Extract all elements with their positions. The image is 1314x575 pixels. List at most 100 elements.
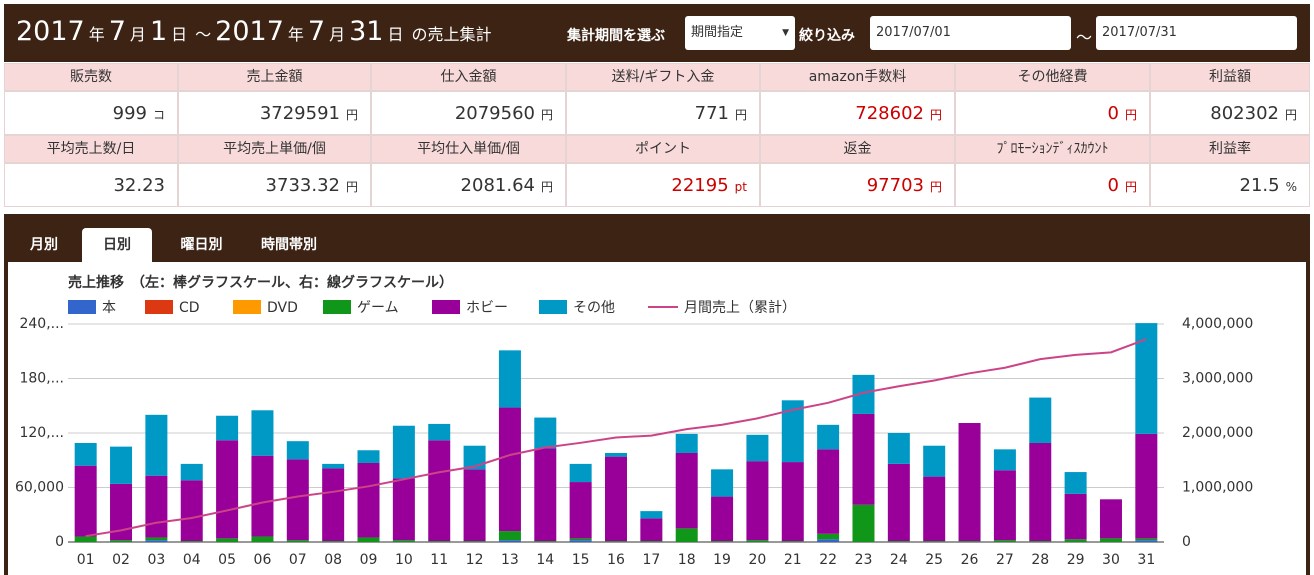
- bar-segment: [322, 463, 345, 469]
- period-select[interactable]: 期間指定 ▼: [685, 16, 795, 50]
- legend-label: DVD: [267, 300, 298, 316]
- x-tick-label: 08: [324, 552, 342, 568]
- stat-cell: 3729591 円: [178, 91, 371, 135]
- y2-tick-label: 3,000,000: [1182, 371, 1253, 387]
- bar-segment: [534, 541, 557, 542]
- bar-segment: [993, 470, 1016, 541]
- bar-segment: [534, 448, 557, 542]
- y-tick-label: 180,...: [19, 371, 64, 387]
- tab[interactable]: 日別: [82, 228, 152, 262]
- bar-segment: [145, 537, 168, 541]
- bar-segment: [216, 440, 239, 539]
- x-tick-label: 24: [890, 552, 908, 568]
- stat-header: ﾌﾟﾛﾓｰｼｮﾝﾃﾞｨｽｶｳﾝﾄ: [955, 135, 1150, 163]
- stat-value: 22195: [671, 175, 729, 196]
- stat-value: 802302: [1210, 103, 1279, 124]
- stat-value: 3729591: [259, 103, 340, 124]
- tab[interactable]: 月別: [30, 237, 58, 253]
- bar-segment: [392, 478, 415, 541]
- date-from[interactable]: 2017/07/01: [870, 16, 1071, 50]
- stat-cell: 802302 円: [1150, 91, 1310, 135]
- x-tick-label: 20: [749, 552, 767, 568]
- x-tick-label: 17: [642, 552, 660, 568]
- x-tick-label: 02: [112, 552, 130, 568]
- stat-header: amazon手数料: [760, 63, 955, 91]
- legend-swatch: [432, 300, 460, 314]
- x-tick-label: 05: [218, 552, 236, 568]
- bar-segment: [1029, 541, 1052, 542]
- bar-segment: [145, 475, 168, 538]
- bar-segment: [145, 414, 168, 476]
- bar-segment: [817, 533, 840, 540]
- date-to[interactable]: 2017/07/31: [1096, 16, 1297, 50]
- x-tick-label: 01: [77, 552, 95, 568]
- x-tick-label: 22: [819, 552, 837, 568]
- stat-unit: 円: [540, 180, 553, 194]
- stat-unit: 円: [1124, 108, 1137, 122]
- x-tick-label: 04: [183, 552, 201, 568]
- bar-segment: [958, 423, 981, 542]
- bar-segment: [1135, 540, 1158, 542]
- title-part: ～: [195, 25, 212, 44]
- bar-segment: [498, 350, 521, 408]
- bar-segment: [852, 413, 875, 505]
- bar-segment: [852, 374, 875, 414]
- legend-label: ゲーム: [357, 300, 399, 316]
- bar-segment: [817, 539, 840, 542]
- stat-unit: %: [1285, 180, 1297, 194]
- x-tick-label: 16: [607, 552, 625, 568]
- stat-unit: pt: [734, 180, 747, 194]
- title-part: 月: [129, 25, 146, 44]
- stat-header: 平均売上単価/個: [178, 135, 371, 163]
- title-part: 2017: [215, 16, 284, 47]
- x-tick-label: 15: [572, 552, 590, 568]
- legend-swatch: [233, 300, 261, 314]
- bar-segment: [74, 536, 97, 542]
- x-tick-label: 21: [784, 552, 802, 568]
- bar-segment: [357, 537, 380, 542]
- stat-cell: 3733.32 円: [178, 163, 371, 207]
- legend-swatch: [145, 300, 173, 314]
- stat-unit: 円: [540, 108, 553, 122]
- bar-segment: [110, 540, 133, 542]
- legend-label: 本: [102, 300, 116, 316]
- bar-segment: [498, 407, 521, 532]
- bar-segment: [1135, 323, 1158, 434]
- legend-swatch: [539, 300, 567, 314]
- bar-segment: [569, 482, 592, 539]
- bar-segment: [923, 476, 946, 542]
- filter-label: 絞り込み: [799, 28, 855, 44]
- bar-segment: [887, 541, 910, 542]
- bar-segment: [781, 541, 804, 542]
- bar-segment: [605, 452, 627, 457]
- bar-segment: [145, 540, 168, 542]
- stat-unit: 円: [345, 180, 358, 194]
- stat-header: 返金: [760, 135, 955, 163]
- bar-segment: [923, 541, 946, 542]
- title-part: の売上集計: [411, 25, 492, 44]
- stat-cell: 728602 円: [760, 91, 955, 135]
- bar-segment: [675, 452, 698, 529]
- x-tick-label: 30: [1102, 552, 1120, 568]
- stat-unit: 円: [734, 108, 747, 122]
- stat-value: 999: [112, 103, 147, 124]
- stat-header: その他経費: [955, 63, 1150, 91]
- bar-segment: [1064, 493, 1087, 540]
- tab[interactable]: 時間帯別: [261, 237, 317, 253]
- stat-cell: 97703 円: [760, 163, 955, 207]
- x-tick-label: 31: [1137, 552, 1155, 568]
- tab[interactable]: 曜日別: [180, 237, 223, 253]
- bar-segment: [251, 455, 274, 537]
- x-tick-label: 12: [466, 552, 484, 568]
- stat-cell: 2081.64 円: [371, 163, 566, 207]
- bar-segment: [286, 441, 309, 460]
- title-part: 日: [387, 25, 404, 44]
- stat-header: 利益額: [1150, 63, 1310, 91]
- period-label: 集計期間を選ぶ: [567, 28, 665, 44]
- bar-segment: [781, 462, 804, 542]
- y-tick-label: 0: [55, 534, 64, 550]
- y2-tick-label: 0: [1182, 534, 1191, 550]
- bar-segment: [216, 415, 239, 441]
